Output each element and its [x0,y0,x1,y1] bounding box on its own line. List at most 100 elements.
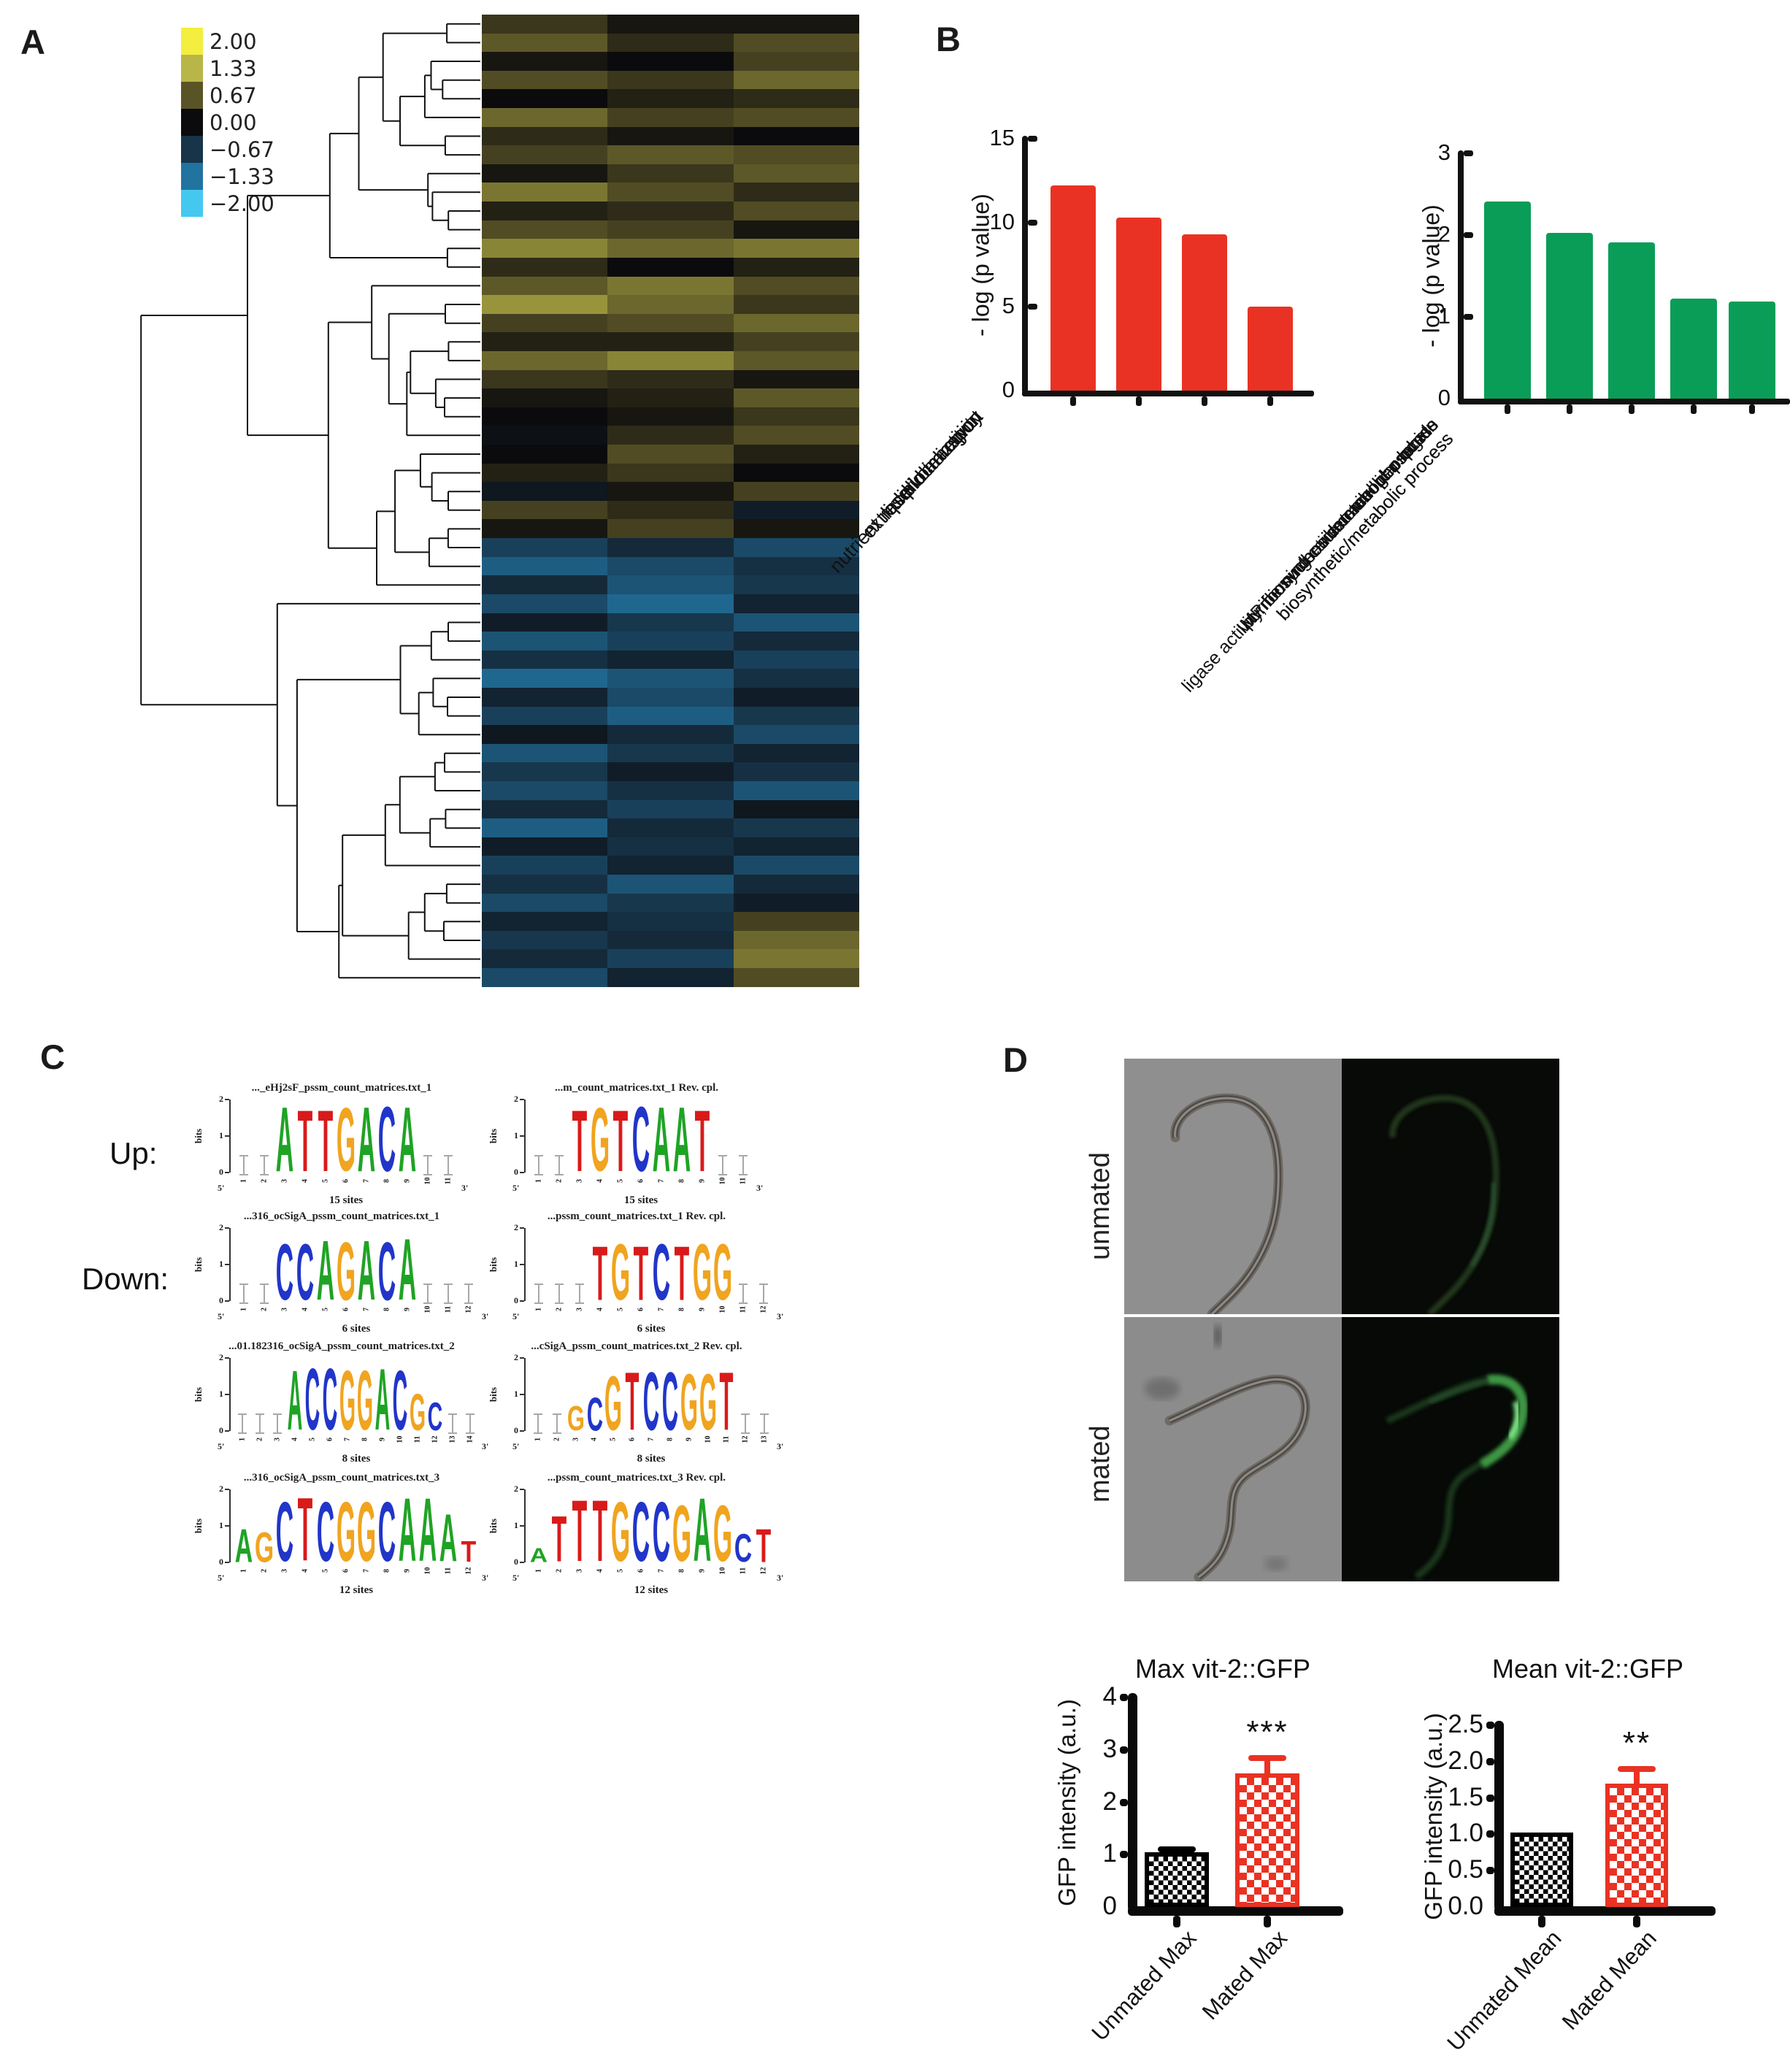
logo-y-tick-label: 2 [514,1222,518,1232]
bar [1546,232,1593,399]
heatmap-cell [733,706,859,726]
logo-flank-errorbar [534,1284,543,1304]
unmated-fluorescence-image [1342,1059,1559,1314]
logo-position-number: 1 [239,1308,248,1311]
max-gfp-chart: Max vit-2::GFP GFP intensity (a.u.) 0 1 2 3 4 U… [1051,1646,1402,2070]
logo-position-number: 2 [256,1438,264,1441]
logo-y-axis [524,1100,526,1173]
svg-text:A: A [419,1497,437,1562]
svg-text:C: C [662,1371,678,1432]
svg-text:T: T [613,1109,629,1173]
x-category-label: Unmated Max [1086,1925,1202,2046]
logo-flank-errorbar [555,1155,564,1175]
heatmap-cell [733,669,859,688]
heatmap-row [482,632,859,651]
heatmap-cell [733,350,859,370]
x-tick [1505,404,1510,414]
heatmap-cell [607,257,734,277]
svg-text:C: C [632,1500,650,1562]
logo-position-number: 4 [291,1438,299,1441]
logo-y-tick-label: 0 [514,1295,518,1305]
y-tick [1120,1851,1128,1859]
five-prime-label: 5' [512,1441,520,1451]
logo-flank-line [264,1156,265,1174]
bits-axis-label: bits [193,1128,204,1144]
logo-flank-line [448,1285,449,1302]
logo-flank-errorbar [759,1284,768,1304]
logo-flank-errorbar [533,1413,542,1434]
y-tick-label: 0 [1102,1892,1117,1920]
logo-y-tick [520,1300,524,1302]
svg-text:T: T [461,1540,477,1562]
y-tick-label: 3 [1437,139,1451,165]
x-tick [1538,1916,1545,1927]
legend-row: 0.00 [181,109,274,136]
logo-y-tick [225,1489,229,1490]
logo-position-number: 8 [677,1179,686,1183]
svg-text:A: A [317,1239,334,1301]
logo-letter: A [276,1105,293,1173]
heatmap-cell [482,893,608,913]
heatmap-cell [482,556,608,576]
logo-y-axis [524,1489,526,1562]
heatmap-cell [482,407,608,426]
y-tick-label: 0.5 [1448,1855,1483,1884]
logo-position-number: 1 [534,1308,543,1311]
heatmap-cell [482,837,608,856]
heatmap-cell [733,332,859,351]
heatmap-cell [607,239,734,258]
logo-flank-line [722,1156,723,1174]
heatmap-cell [482,52,608,71]
logo-y-tick-label: 1 [219,1389,223,1399]
heatmap-row [482,257,859,277]
go-chart-upregulated: - log (p value) 0 5 10 15 nutrient reservoir … [825,88,1321,730]
logo-position-number: 9 [403,1569,412,1573]
logo-letter: T [626,1371,639,1432]
logo-y-tick-label: 2 [219,1352,223,1362]
logo-flank-errorbar [739,1155,748,1175]
heatmap-cell [733,295,859,314]
svg-text:C: C [305,1367,320,1432]
mated-worm-brightfield [1145,1324,1310,1581]
heatmap-cell [607,202,734,220]
heatmap-row [482,407,859,426]
heatmap-cell [482,538,608,557]
svg-text:A: A [288,1369,303,1431]
logo-y-tick-label: 1 [514,1520,518,1530]
logo-letter: C [393,1369,408,1431]
y-tick-label: 2 [1102,1787,1117,1816]
unmated-brightfield-image [1124,1059,1342,1314]
heatmap-cell [607,556,734,576]
heatmap-cell [607,500,734,520]
logo-flank-errorbar [760,1413,769,1434]
logo-letter: A [399,1497,416,1562]
mated-worm-fluorescence [1386,1374,1528,1580]
logo-position-number: 4 [596,1179,604,1183]
heatmap-row [482,350,859,370]
heatmap-cell [733,818,859,837]
logo-letter: G [680,1373,698,1431]
svg-text:C: C [734,1533,752,1562]
five-prime-label: 5' [512,1183,520,1193]
logo-y-tick [225,1394,229,1395]
x-axis [1494,1906,1716,1916]
logo-y-tick [520,1135,524,1137]
logo-letter: T [593,1499,608,1563]
logo-position-number: 12 [759,1567,768,1575]
logo-flank-errorbar [444,1155,453,1175]
logo-flank-errorbar [238,1413,247,1434]
svg-text:C: C [586,1397,602,1432]
bits-axis-label: bits [488,1256,499,1273]
logo-position-number: 5 [616,1308,625,1311]
y-axis-label: GFP intensity (a.u.) [1420,1712,1447,1920]
logo-y-tick [520,1394,524,1395]
logo-position-number: 3 [280,1179,289,1183]
heatmap-cell [607,799,734,819]
logo-y-tick-label: 0 [219,1167,223,1177]
heatmap-cell [607,687,734,707]
heatmap-row [482,968,859,987]
heatmap-cell [482,632,608,651]
heatmap-cell [733,837,859,856]
logo-letter: T [298,1497,313,1562]
heatmap-cell [733,407,859,426]
